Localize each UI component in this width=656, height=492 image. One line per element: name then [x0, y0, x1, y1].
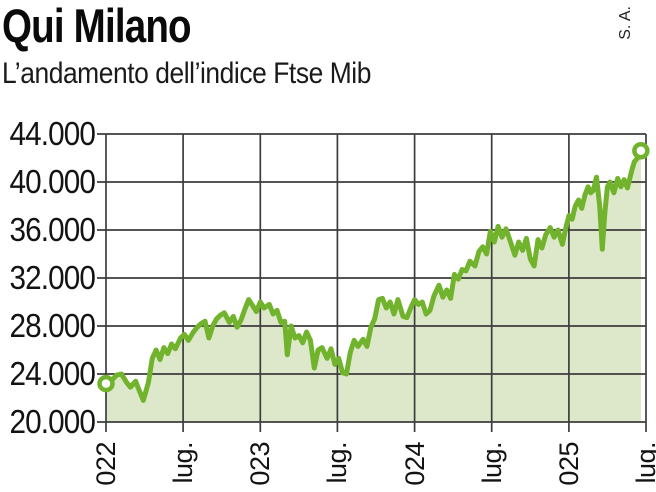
x-axis-label: 022: [91, 442, 121, 486]
y-axis-label: 28.000: [9, 307, 95, 344]
y-axis-label: 44.000: [9, 115, 95, 152]
y-axis-label: 32.000: [9, 259, 95, 296]
chart-subtitle: L’andamento dell’indice Ftse Mib: [2, 57, 371, 90]
x-axis-label: lug.: [322, 442, 352, 484]
y-axis-label: 24.000: [9, 355, 95, 392]
area-fill: [106, 150, 641, 423]
start-marker: [97, 374, 115, 393]
y-axis-label: 20.000: [9, 403, 95, 440]
y-axis-label: 36.000: [9, 211, 95, 248]
page-title: Qui Milano: [2, 0, 192, 52]
x-axis-label: 024: [400, 442, 430, 486]
x-axis-label: 023: [245, 442, 275, 486]
end-marker: [632, 142, 650, 160]
x-axis-label: lug.: [168, 442, 198, 484]
series-line: [103, 148, 644, 403]
x-axis-label: lug.: [477, 442, 507, 484]
y-axis-label: 40.000: [9, 163, 95, 200]
x-axis-label: 025: [554, 442, 584, 486]
x-axis-label: lug.: [631, 442, 656, 484]
